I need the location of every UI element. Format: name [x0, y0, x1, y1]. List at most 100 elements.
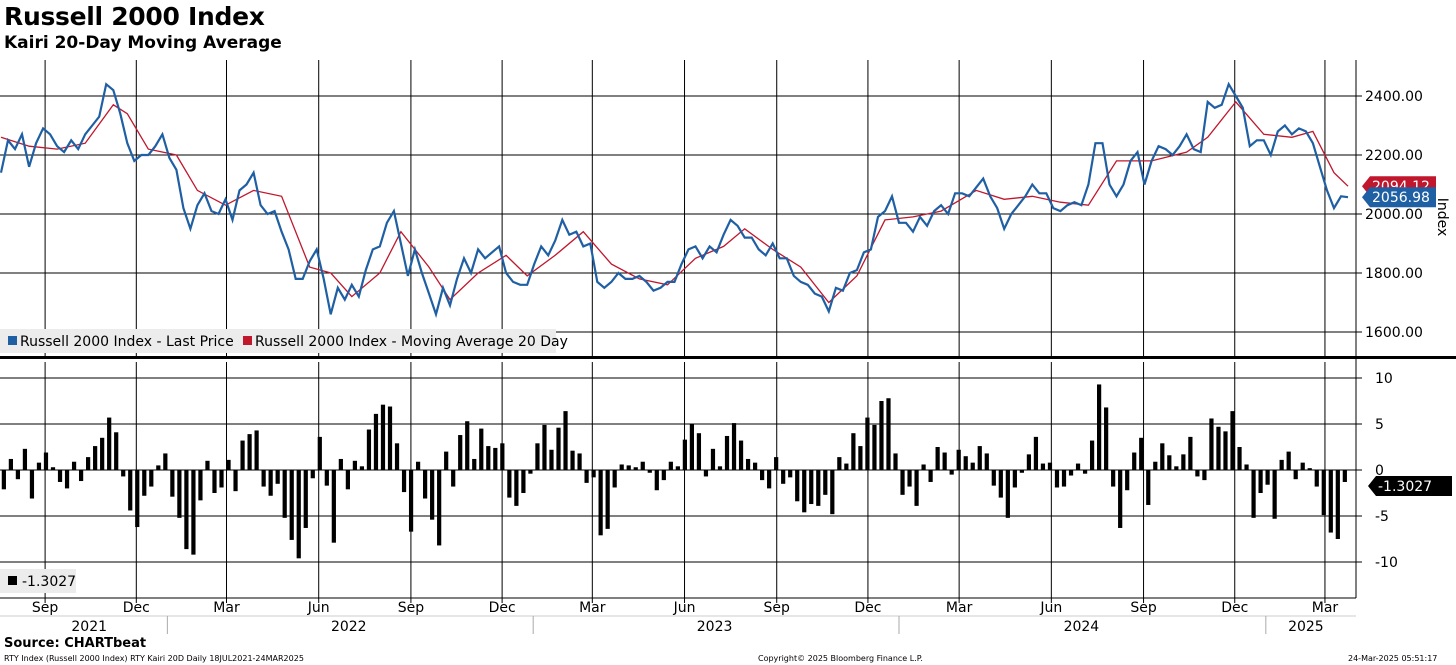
kairi-bar [1342, 470, 1347, 482]
kairi-bar [1286, 451, 1291, 470]
footer-left: RTY Index (Russell 2000 Index) RTY Kairi… [4, 654, 304, 663]
kairi-bar [184, 470, 189, 550]
kairi-bar [401, 470, 407, 493]
kairi-bar [1139, 437, 1144, 470]
kairi-bar [970, 462, 975, 470]
kairi-bar [1104, 407, 1109, 470]
kairi-bar [1237, 447, 1242, 470]
kairi-bar [633, 467, 638, 470]
kairi-bar [71, 461, 77, 470]
kairi-bar [738, 440, 744, 470]
kairi-bar [528, 470, 533, 474]
kairi-bar [1202, 470, 1207, 481]
price-last-tag: 2056.98 [1362, 187, 1436, 208]
kairi-bar [437, 470, 442, 546]
kairi-bar [984, 453, 989, 470]
kairi-bar [1097, 384, 1102, 470]
kairi-bar [451, 470, 456, 487]
x-tick-year: 2025 [1288, 619, 1324, 635]
legend-swatch-ma [243, 336, 252, 345]
footer-timestamp: 24-Mar-2025 05:51:17 [1348, 654, 1438, 663]
kairi-bar [752, 462, 758, 470]
kairi-bar [282, 470, 287, 518]
kairi-bar [205, 460, 210, 470]
chart-subtitle: Kairi 20-Day Moving Average [4, 33, 282, 53]
kairi-bar [844, 463, 849, 470]
kairi-bar [394, 443, 400, 470]
kairi-bar [626, 465, 631, 470]
y-tick-kairi: 0 [1375, 463, 1384, 479]
kairi-bar [373, 413, 379, 470]
kairi-bar [1047, 462, 1053, 470]
kairi-bar [1209, 418, 1214, 470]
kairi-bar [1258, 470, 1263, 493]
x-tick-year: 2022 [331, 619, 367, 635]
kairi-bar [100, 437, 105, 470]
kairi-bar [296, 470, 301, 559]
kairi-bar [359, 466, 365, 470]
kairi-bar [1160, 443, 1165, 470]
kairi-bar [212, 470, 217, 493]
legend-label-ma: Russell 2000 Index - Moving Average 20 D… [255, 334, 568, 350]
legend-label-kairi: -1.3027 [22, 574, 76, 590]
kairi-bar [444, 451, 449, 470]
x-tick-month: Jun [673, 600, 696, 616]
kairi-bar [767, 470, 772, 489]
kairi-bar [233, 470, 238, 492]
x-tick-month: Jun [307, 600, 330, 616]
x-tick-month: Jun [1039, 600, 1062, 616]
y-tick-price: 1800.00 [1365, 266, 1423, 282]
kairi-bar [268, 470, 273, 496]
kairi-bar [556, 427, 561, 470]
kairi-bar [1040, 463, 1046, 470]
kairi-bar [1216, 426, 1221, 470]
kairi-bar [851, 433, 856, 470]
kairi-bar [324, 470, 329, 486]
kairi-bar [760, 470, 765, 481]
panel-separator [0, 356, 1456, 359]
kairi-bar [514, 470, 519, 506]
kairi-bar [900, 470, 905, 495]
kairi-bar [310, 470, 315, 479]
kairi-bar [963, 456, 968, 470]
x-tick-month: Sep [764, 600, 791, 616]
kairi-bar [1, 470, 6, 490]
kairi-bar [521, 470, 526, 493]
kairi-bar [998, 470, 1003, 498]
kairi-bar [121, 470, 126, 477]
kairi-bar [1012, 470, 1017, 488]
kairi-bar [275, 470, 280, 484]
kairi-bar [1068, 470, 1074, 476]
kairi-bar [703, 470, 709, 477]
kairi-bar [1272, 470, 1277, 519]
kairi-bar [1082, 470, 1088, 474]
kairi-bar [1167, 455, 1172, 470]
kairi-bar [816, 470, 821, 506]
kairi-bar [774, 457, 779, 470]
kairi-bar [689, 424, 695, 470]
kairi-bar [408, 470, 414, 532]
kairi-bar [22, 448, 28, 470]
kairi-bar [640, 461, 645, 470]
kairi-bar [86, 457, 91, 470]
kairi-bar [795, 470, 800, 502]
x-tick-month: Mar [579, 600, 606, 616]
kairi-bar [1146, 470, 1151, 505]
kairi-bar [654, 470, 659, 491]
kairi-bar [458, 435, 463, 470]
kairi-bar [247, 434, 252, 470]
kairi-bar [731, 423, 737, 470]
kairi-bar [549, 449, 554, 470]
kairi-bar [15, 470, 21, 480]
kairi-bar [345, 470, 350, 490]
kairi-bar [338, 458, 343, 470]
x-tick-month: Sep [1130, 600, 1157, 616]
kairi-bar [50, 467, 56, 470]
kairi-bar [114, 432, 119, 470]
kairi-bar [1061, 470, 1067, 487]
kairi-bar [128, 470, 133, 511]
kairi-bar [1265, 470, 1270, 485]
legend-swatch-kairi [8, 576, 17, 585]
kairi-bar [577, 453, 582, 470]
